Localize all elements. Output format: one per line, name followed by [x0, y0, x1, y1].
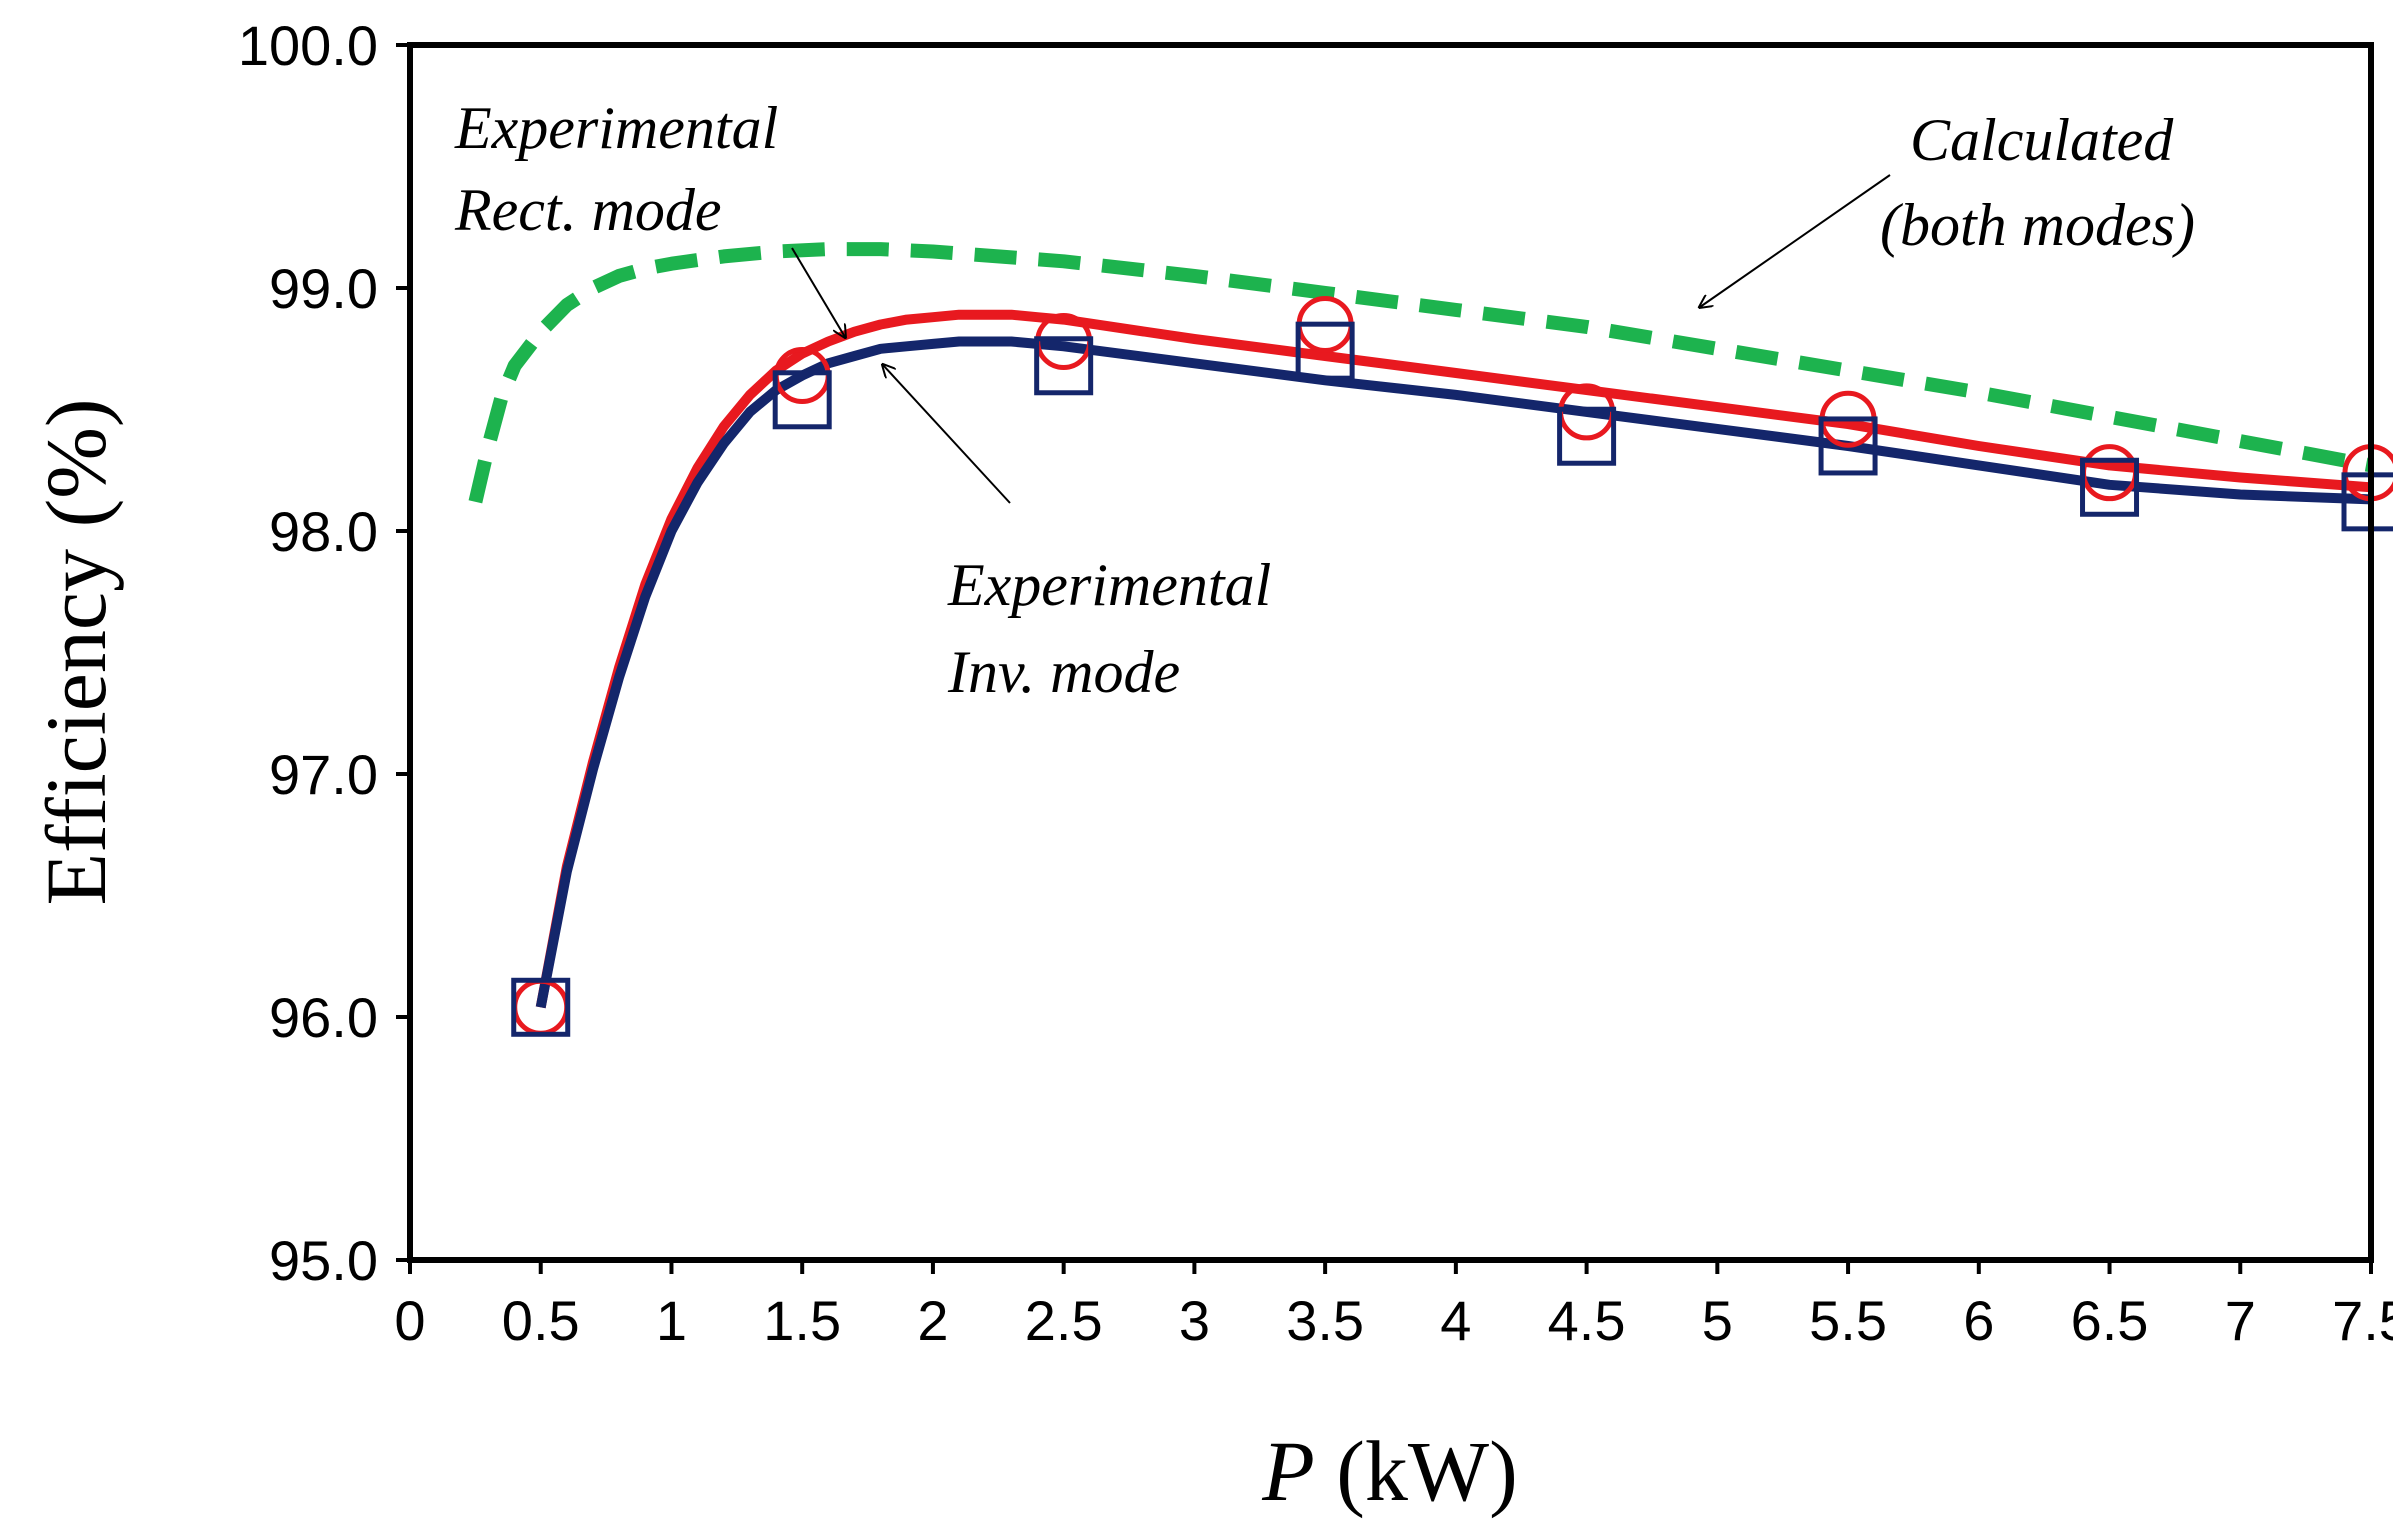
data-point-square	[511, 977, 571, 1037]
y-tick-label: 95.0	[269, 1229, 378, 1292]
annotation-rect-mode-arrow	[791, 247, 845, 337]
data-point-circle	[2081, 444, 2139, 502]
y-axis-title: Efficiency (%)	[28, 399, 124, 906]
x-tick-label: 6	[1963, 1289, 1994, 1352]
y-tick-label: 97.0	[269, 743, 378, 806]
data-point-square	[772, 370, 832, 430]
data-point-square	[2080, 457, 2140, 517]
x-tick-label: 3	[1179, 1289, 1210, 1352]
x-tick-label: 7	[2225, 1289, 2256, 1352]
y-tick-label: 99.0	[269, 257, 378, 320]
tick-layer: 0 0.5 1 1.5 2 2.5 3 3.5 4 4.5 5 5.5 6 6.5 7 7.5 95.0 96.0…	[238, 14, 2393, 1352]
x-axis-title-variable: P	[1261, 1423, 1315, 1519]
annotation-inv-mode-line1: Experimental	[947, 552, 1271, 618]
y-tick-label: 96.0	[269, 986, 378, 1049]
data-point-square	[1295, 321, 1355, 381]
x-tick-label: 4.5	[1548, 1289, 1626, 1352]
x-tick-label: 1	[656, 1289, 687, 1352]
annotation-calculated-line2: (both modes)	[1880, 192, 2195, 258]
y-tick-label: 100.0	[238, 14, 378, 77]
x-axis-title: P (kW)	[1261, 1423, 1518, 1519]
y-tick-label: 98.0	[269, 500, 378, 563]
x-tick-label: 7.5	[2332, 1289, 2393, 1352]
x-tick-label: 6.5	[2071, 1289, 2149, 1352]
x-tick-label: 5.5	[1809, 1289, 1887, 1352]
experimental-efficiency-curve	[535, 336, 2372, 1009]
x-tick-label: 2	[917, 1289, 948, 1352]
data-point-square	[1557, 406, 1617, 466]
x-tick-label: 0	[394, 1289, 425, 1352]
x-tick-label: 1.5	[763, 1289, 841, 1352]
annotation-inv-mode-line2: Inv. mode	[947, 639, 1180, 705]
experimental-efficiency-curve	[535, 309, 2372, 1009]
x-axis-title-unit: (kW)	[1315, 1423, 1518, 1519]
annotation-calculated-arrow	[1700, 174, 1891, 307]
x-tick-label: 0.5	[502, 1289, 580, 1352]
annotation-inv-mode-arrow	[883, 365, 1011, 504]
annotation-rect-mode-line1: Experimental	[454, 95, 778, 161]
annotation-calculated-line1: Calculated	[1910, 107, 2174, 173]
plot-area-frame	[407, 42, 2374, 1263]
x-tick-label: 2.5	[1025, 1289, 1103, 1352]
series-layer	[468, 242, 2373, 1009]
marker-layer	[511, 295, 2393, 1037]
data-point-square	[1034, 336, 1094, 396]
x-tick-label: 3.5	[1286, 1289, 1364, 1352]
x-tick-label: 5	[1702, 1289, 1733, 1352]
annotation-rect-mode-line2: Rect. mode	[454, 177, 722, 243]
data-point-square	[1818, 416, 1878, 476]
x-tick-label: 4	[1440, 1289, 1471, 1352]
calculated-efficiency-curve	[468, 242, 2373, 504]
